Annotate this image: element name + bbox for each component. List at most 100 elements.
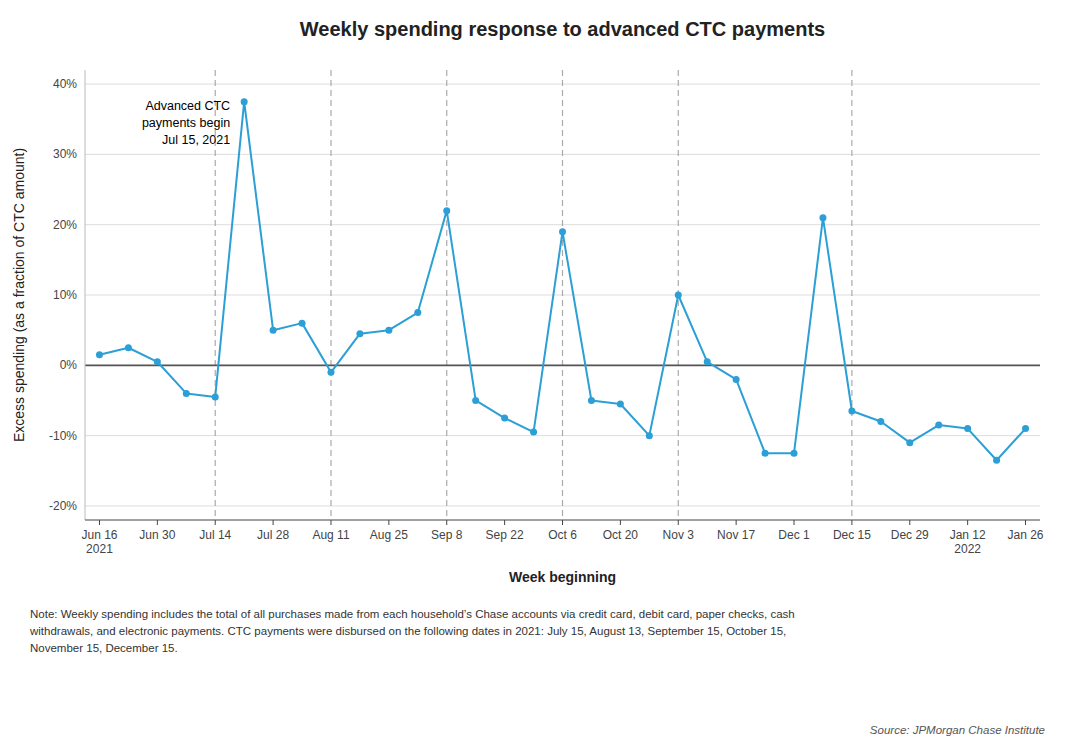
payment-line [851, 70, 852, 520]
series-point [241, 98, 248, 105]
y-tick-label: -20% [49, 499, 77, 513]
payment-lines [215, 70, 852, 520]
x-tick [678, 520, 679, 525]
series-point [299, 320, 306, 327]
text-line: Sep 22 [486, 528, 524, 542]
x-tick-label: Oct 6 [548, 528, 577, 542]
x-tick-label: Dec 29 [891, 528, 929, 542]
x-tick [157, 520, 158, 525]
x-tick-label: Jan 122022 [950, 528, 986, 556]
chart: -20%-10%0%10%20%30%40%Jun 162021Jun 30Ju… [0, 0, 1070, 748]
text-line: Note: Weekly spending includes the total… [30, 608, 795, 620]
series-point [385, 327, 392, 334]
x-tick [967, 520, 968, 525]
y-tick-label: 20% [53, 218, 77, 232]
series-point [733, 376, 740, 383]
series-point [964, 425, 971, 432]
text-line: Dec 1 [778, 528, 810, 542]
series-point [414, 309, 421, 316]
series-point [704, 358, 711, 365]
series-line [99, 102, 1025, 461]
text-line: Jul 28 [257, 528, 289, 542]
series-point [588, 397, 595, 404]
page: {"chart_data": { "type": "line", "title"… [0, 0, 1070, 748]
series-point [906, 439, 913, 446]
x-tick-label: Jun 162021 [81, 528, 117, 556]
y-tick-label: 40% [53, 77, 77, 91]
source: Source: JPMorgan Chase Institute [870, 724, 1045, 736]
series [96, 98, 1029, 464]
x-tick-label: Jul 28 [257, 528, 289, 542]
text-line: Jun 16 [81, 528, 117, 542]
x-tick-label: Sep 22 [486, 528, 524, 542]
x-tick [273, 520, 274, 525]
text-line: November 15, December 15. [30, 642, 178, 654]
x-tick-label: Dec 15 [833, 528, 871, 542]
background [0, 0, 1070, 748]
y-tick-label: 10% [53, 288, 77, 302]
text-line: Oct 6 [548, 528, 577, 542]
text-line: Advanced CTC [145, 99, 230, 113]
text-line: Jan 12 [950, 528, 986, 542]
y-axis-line [85, 70, 86, 520]
note: Note: Weekly spending includes the total… [29, 608, 795, 654]
series-point [848, 408, 855, 415]
x-tick-label: Sep 8 [431, 528, 463, 542]
x-tick [736, 520, 737, 525]
x-tick-label: Jul 14 [199, 528, 231, 542]
x-tick-label: Aug 11 [312, 528, 349, 542]
x-tick-label: Dec 1 [778, 528, 810, 542]
series-point [559, 228, 566, 235]
y-axis-label: Excess spending (as a fraction of CTC am… [11, 148, 27, 442]
text-line: Jul 14 [199, 528, 231, 542]
series-point [472, 397, 479, 404]
x-tick-label: Aug 25 [370, 528, 408, 542]
x-tick [909, 520, 910, 525]
title: Weekly spending response to advanced CTC… [300, 18, 825, 40]
series-point [646, 432, 653, 439]
x-tick [388, 520, 389, 525]
x-tick [851, 520, 852, 525]
series-point [501, 415, 508, 422]
text-line: Aug 11 [312, 528, 349, 542]
text-line: Sep 8 [431, 528, 463, 542]
x-tick-label: Nov 3 [663, 528, 695, 542]
x-tick [446, 520, 447, 525]
series-point [675, 292, 682, 299]
x-tick-label: Jan 26 [1008, 528, 1044, 542]
payment-line [330, 70, 331, 520]
annotation: Advanced CTCpayments beginJul 15, 2021 [142, 99, 230, 147]
y-tick-label: 0% [60, 358, 78, 372]
series-point [819, 214, 826, 221]
text-line: Jul 15, 2021 [162, 133, 230, 147]
text-line: Dec 29 [891, 528, 929, 542]
text-line: 2022 [954, 542, 981, 556]
series-point [125, 344, 132, 351]
x-tick [99, 520, 100, 525]
text-line: withdrawals, and electronic payments. CT… [29, 625, 786, 637]
series-point [993, 457, 1000, 464]
text-line: Nov 3 [663, 528, 695, 542]
x-tick [620, 520, 621, 525]
x-tick-label: Oct 20 [603, 528, 639, 542]
text-line: Oct 20 [603, 528, 639, 542]
x-axis-label: Week beginning [509, 569, 616, 585]
series-point [530, 429, 537, 436]
series-point [270, 327, 277, 334]
zero-line [85, 364, 1040, 366]
x-tick [562, 520, 563, 525]
x-tick-label: Nov 17 [717, 528, 755, 542]
series-point [356, 330, 363, 337]
series-point [327, 369, 334, 376]
series-point [617, 400, 624, 407]
text-line: Aug 25 [370, 528, 408, 542]
series-point [1022, 425, 1029, 432]
series-point [154, 358, 161, 365]
x-tick-label: Jun 30 [139, 528, 175, 542]
x-tick [504, 520, 505, 525]
text-line: Jan 26 [1008, 528, 1044, 542]
x-tick [1025, 520, 1026, 525]
series-point [443, 207, 450, 214]
series-point [935, 422, 942, 429]
series-point [877, 418, 884, 425]
